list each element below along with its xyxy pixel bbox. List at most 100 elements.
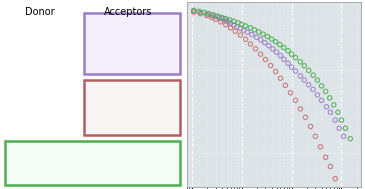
Point xyxy=(293,99,299,102)
Point xyxy=(285,62,291,65)
Point xyxy=(223,17,228,20)
Point xyxy=(323,90,329,93)
Point xyxy=(332,177,338,180)
Point xyxy=(315,93,320,96)
Point xyxy=(301,79,307,82)
Point xyxy=(241,29,247,32)
Point xyxy=(233,30,238,33)
Point xyxy=(204,14,210,17)
Point xyxy=(283,84,288,87)
Point xyxy=(306,69,312,72)
Point xyxy=(234,25,240,28)
Point xyxy=(197,11,203,14)
Point xyxy=(215,15,220,18)
Point xyxy=(253,47,258,50)
Point xyxy=(319,99,324,102)
Point xyxy=(247,43,253,46)
Point xyxy=(288,91,293,94)
Point xyxy=(266,44,272,47)
Point xyxy=(310,74,316,77)
Point xyxy=(332,119,338,122)
Point xyxy=(256,30,262,33)
Point xyxy=(258,53,264,56)
Point xyxy=(285,49,291,52)
Point xyxy=(209,14,215,17)
Point xyxy=(191,9,197,12)
Point xyxy=(327,111,333,114)
Point xyxy=(243,38,249,41)
Point xyxy=(270,47,276,50)
Point xyxy=(262,58,268,61)
Point xyxy=(197,12,203,15)
Point xyxy=(204,12,210,15)
Point xyxy=(293,56,299,59)
Point xyxy=(342,127,348,130)
Point xyxy=(303,116,308,119)
Point xyxy=(235,21,241,24)
Point xyxy=(341,135,346,138)
Point xyxy=(323,156,329,159)
Point xyxy=(247,26,253,29)
Point xyxy=(281,46,287,49)
Text: Acceptors: Acceptors xyxy=(104,7,153,17)
Point xyxy=(231,20,237,23)
Point xyxy=(297,60,303,63)
Point xyxy=(269,38,274,41)
Point xyxy=(281,58,287,61)
Point xyxy=(312,135,318,138)
Point xyxy=(251,28,257,31)
Point xyxy=(223,23,228,26)
Point xyxy=(231,24,237,27)
Point xyxy=(212,15,218,18)
Point xyxy=(201,11,207,14)
Point xyxy=(335,111,341,114)
Point xyxy=(218,20,224,23)
Point xyxy=(224,19,230,22)
Point xyxy=(209,16,215,19)
Point xyxy=(258,38,264,41)
Point xyxy=(254,36,260,39)
Point xyxy=(306,83,312,86)
Point xyxy=(274,50,280,53)
Point xyxy=(339,119,345,122)
Point xyxy=(239,23,245,26)
Point xyxy=(238,27,243,30)
Bar xyxy=(84,13,180,74)
Point xyxy=(227,18,233,21)
Point xyxy=(238,34,243,37)
Point xyxy=(228,22,234,25)
Point xyxy=(289,66,295,69)
Point xyxy=(347,137,353,140)
Point xyxy=(331,103,337,106)
Point xyxy=(226,21,231,24)
Point xyxy=(216,16,222,19)
Point xyxy=(206,12,212,15)
Point xyxy=(273,70,278,73)
Point xyxy=(293,70,299,73)
Point xyxy=(327,165,333,168)
Point xyxy=(308,125,314,128)
Point xyxy=(277,77,283,80)
Point xyxy=(219,16,225,19)
Point xyxy=(210,13,216,16)
Point xyxy=(319,84,324,87)
Point xyxy=(260,33,266,36)
Point xyxy=(196,10,202,13)
Point xyxy=(310,88,316,91)
Point xyxy=(297,107,303,110)
Point xyxy=(191,9,197,12)
Point xyxy=(222,18,227,21)
Point xyxy=(245,31,250,34)
Point xyxy=(265,35,270,38)
Point xyxy=(273,40,278,43)
Point xyxy=(327,96,333,99)
Text: Charge density: Charge density xyxy=(192,60,200,129)
Point xyxy=(315,79,320,82)
Bar xyxy=(84,80,180,135)
Point xyxy=(277,54,283,57)
Bar xyxy=(5,141,180,185)
Point xyxy=(289,53,295,56)
Point xyxy=(336,127,342,130)
Point xyxy=(228,26,234,29)
Point xyxy=(297,74,303,77)
